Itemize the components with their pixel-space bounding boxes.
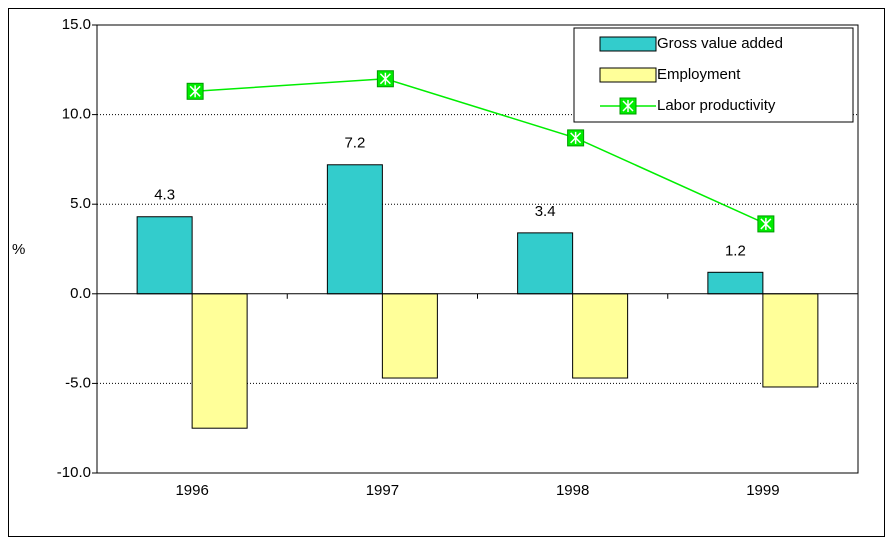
bar [517, 232, 574, 295]
x-tick-label: 1998 [556, 482, 589, 499]
marker [757, 215, 775, 233]
marker [186, 82, 204, 100]
marker [567, 129, 585, 147]
x-tick-label: 1997 [366, 482, 399, 499]
data-label: 4.3 [154, 187, 175, 204]
bar [762, 293, 819, 388]
bar [326, 164, 383, 295]
y-tick-label: -5.0 [65, 374, 91, 391]
data-label: 1.2 [725, 242, 746, 259]
plot-border [96, 24, 859, 474]
legend-marker [619, 97, 637, 115]
marker [376, 70, 394, 88]
legend-label: Labor productivity [657, 97, 776, 114]
y-tick-label: 0.0 [70, 285, 91, 302]
data-label: 7.2 [344, 135, 365, 152]
bar [136, 216, 193, 295]
legend-swatch [599, 67, 657, 83]
y-axis-label: % [12, 241, 25, 258]
bar [707, 271, 764, 295]
y-tick-label: 5.0 [70, 195, 91, 212]
legend-label: Gross value added [657, 35, 783, 52]
y-tick-label: 10.0 [62, 106, 91, 123]
bar [572, 293, 629, 379]
data-label: 3.4 [535, 203, 556, 220]
legend-label: Employment [657, 66, 741, 83]
line [195, 78, 767, 225]
legend-swatch [599, 36, 657, 52]
x-tick-label: 1999 [746, 482, 779, 499]
bar [381, 293, 438, 379]
bar [191, 293, 248, 429]
y-tick-label: -10.0 [57, 464, 91, 481]
y-tick-label: 15.0 [62, 16, 91, 33]
x-tick-label: 1996 [175, 482, 208, 499]
